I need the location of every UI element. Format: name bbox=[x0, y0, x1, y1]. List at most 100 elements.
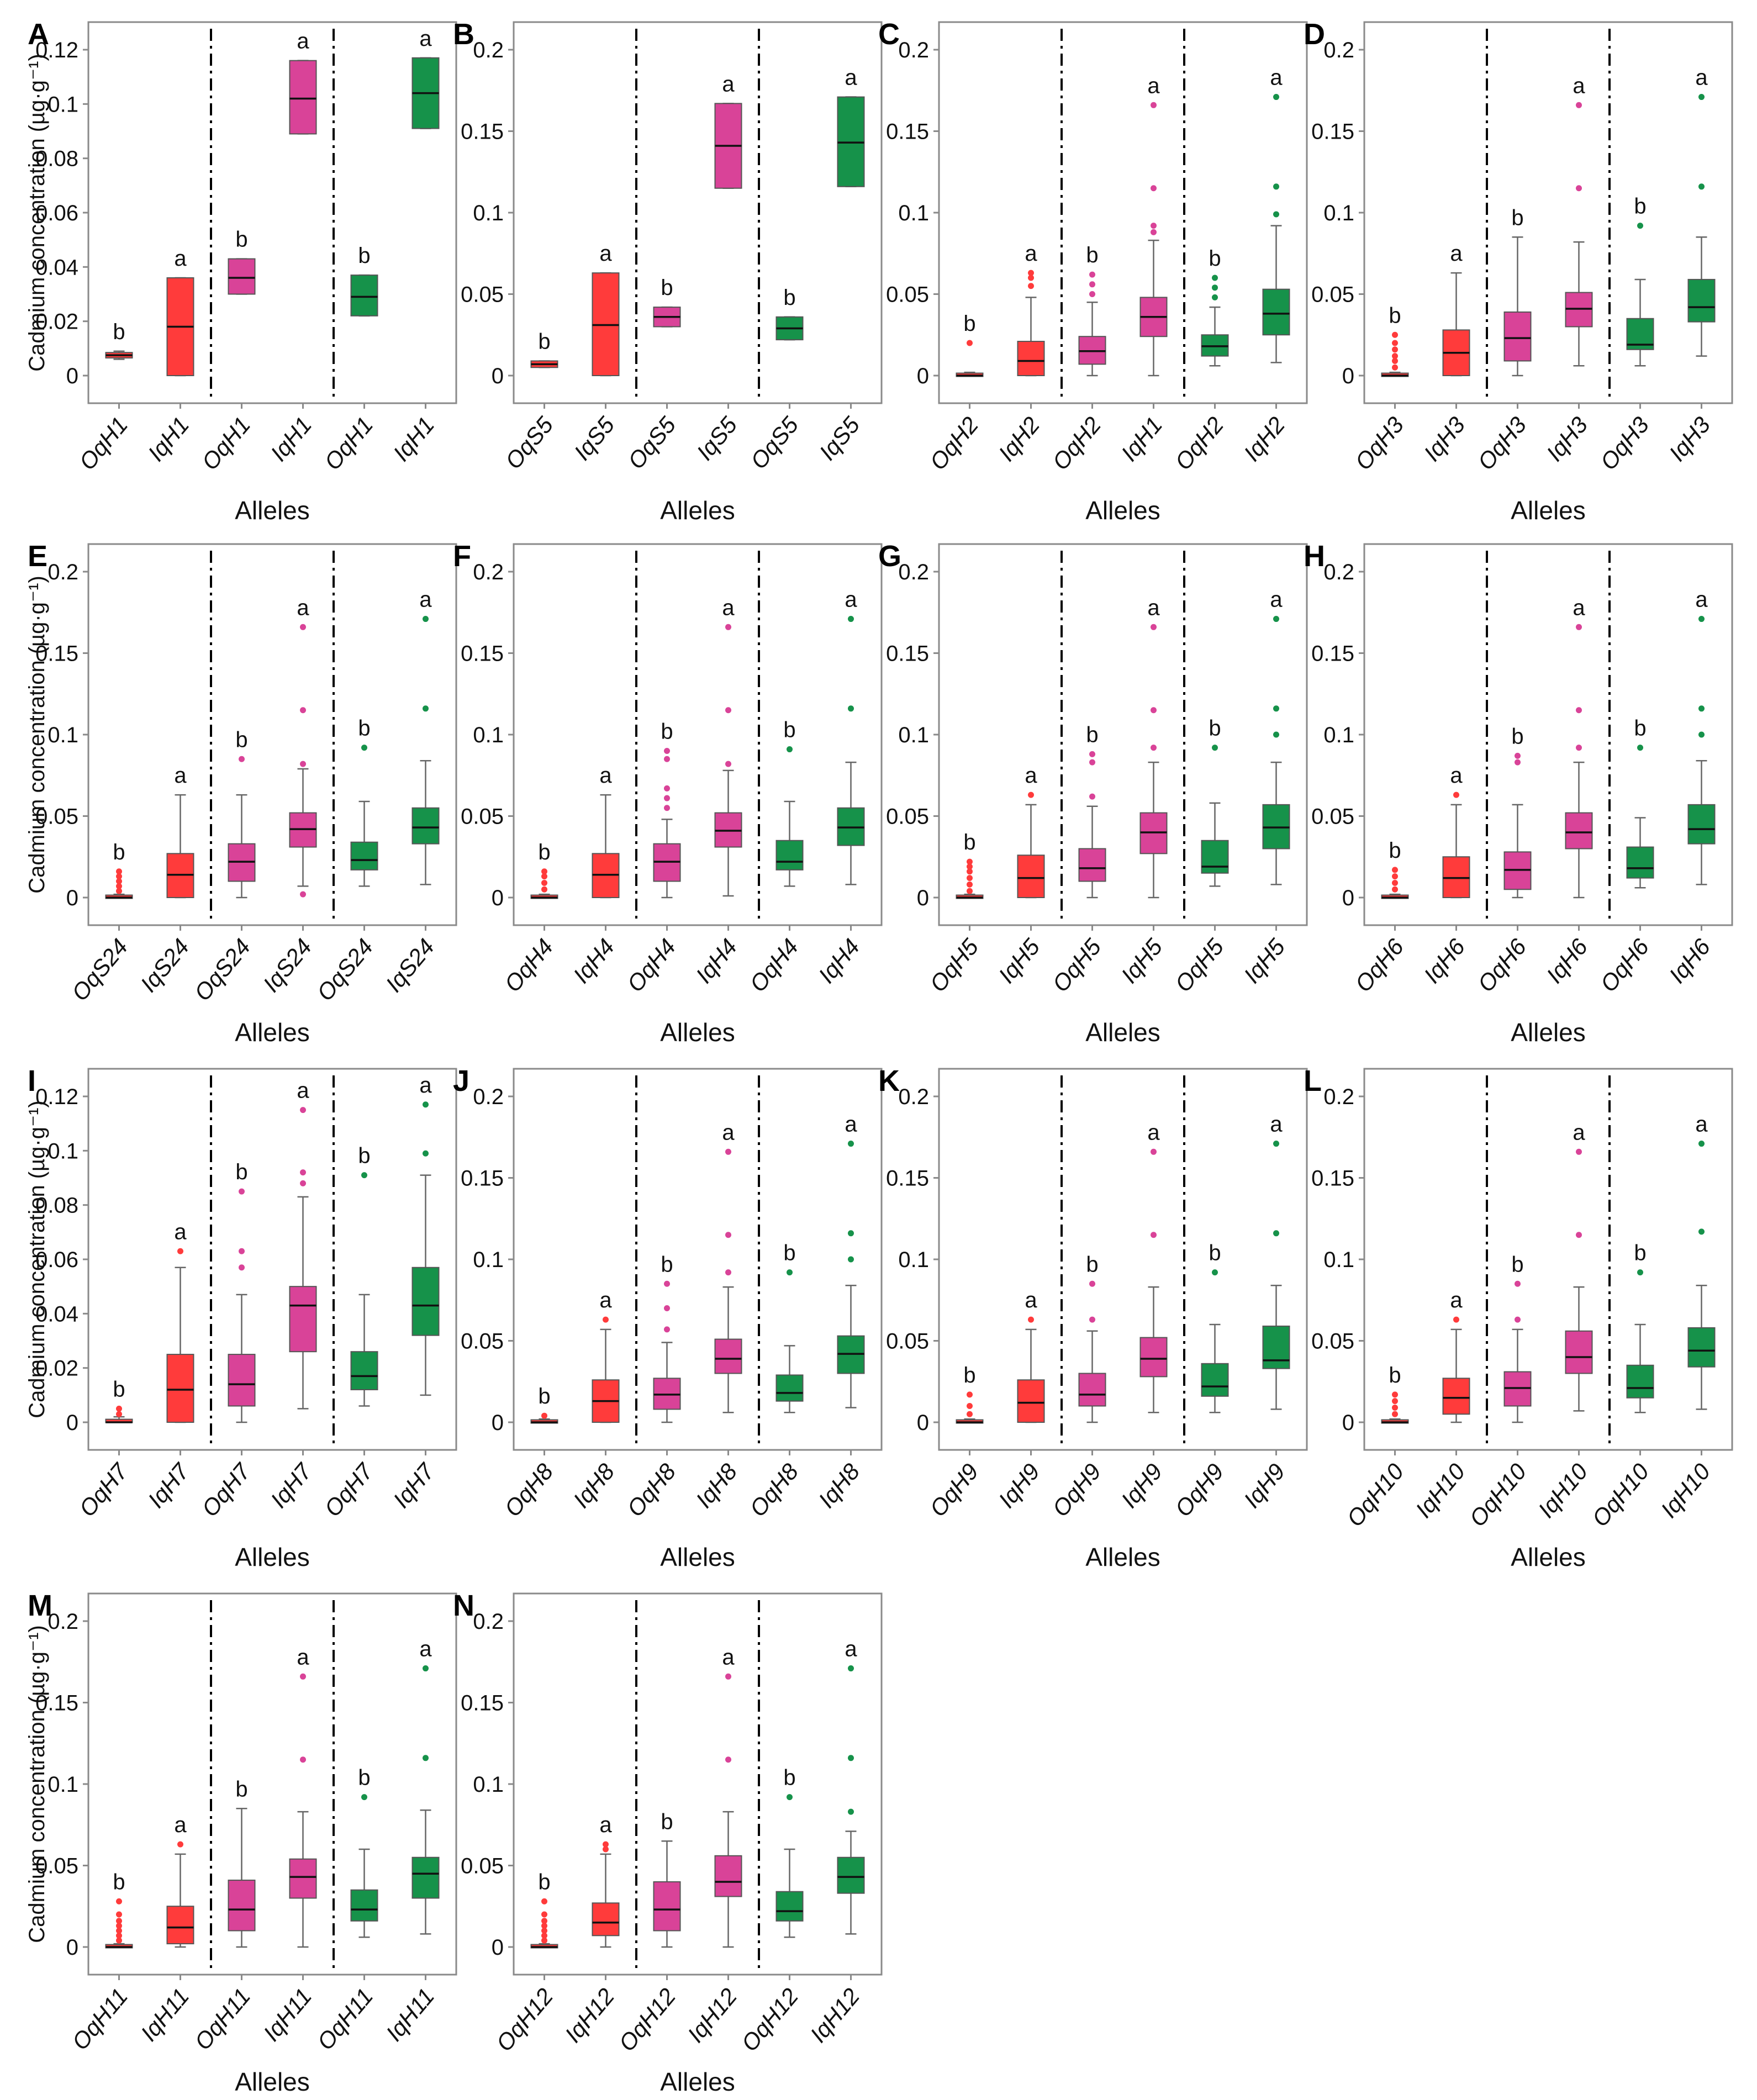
x-tick-label: IqH10 bbox=[1655, 1458, 1715, 1523]
outlier-point bbox=[1698, 1228, 1705, 1235]
outlier-point bbox=[664, 748, 670, 754]
significance-letter: b bbox=[963, 312, 975, 336]
significance-letter: b bbox=[783, 1241, 795, 1265]
x-tick-label: IqH12 bbox=[805, 1983, 864, 2048]
outlier-point bbox=[116, 1923, 122, 1929]
x-tick-label: OqH10 bbox=[1464, 1458, 1532, 1532]
y-tick-label: 0.2 bbox=[48, 1610, 78, 1634]
box bbox=[166, 1354, 194, 1423]
x-tick-label: IqH6 bbox=[1664, 933, 1715, 988]
outlier-point bbox=[423, 1101, 429, 1108]
box bbox=[1201, 840, 1229, 874]
significance-letter: b bbox=[235, 1777, 247, 1801]
y-tick-label: 0.2 bbox=[898, 560, 929, 584]
x-tick-label: OqH5 bbox=[1047, 933, 1106, 997]
outlier-point bbox=[1151, 223, 1157, 229]
y-tick-label: 0.15 bbox=[886, 642, 929, 666]
box bbox=[228, 258, 256, 295]
panel-letter: N bbox=[453, 1589, 474, 1622]
y-tick-label: 0 bbox=[1342, 364, 1354, 388]
significance-letter: a bbox=[1450, 241, 1463, 266]
x-tick-label: OqH7 bbox=[74, 1458, 134, 1522]
panel-m: M 0 0.05 0.1 0.15 0.2 b OqH11 a IqH11 b OqH11 a IqH11… bbox=[25, 1589, 457, 2096]
outlier-point bbox=[1089, 793, 1095, 800]
significance-letter: b bbox=[1511, 1252, 1523, 1276]
y-tick-label: 0.2 bbox=[898, 1085, 929, 1109]
box bbox=[837, 1856, 865, 1894]
x-tick-label: OqH11 bbox=[67, 1983, 133, 2055]
y-tick-label: 0.05 bbox=[461, 1329, 504, 1354]
significance-letter: b bbox=[235, 727, 247, 752]
significance-letter: b bbox=[538, 1384, 550, 1408]
box bbox=[1626, 1364, 1654, 1399]
panel-f: F 0 0.05 0.1 0.15 0.2 b OqH4 a IqH4 b OqH4 a IqH4 b OqH… bbox=[453, 540, 883, 1047]
y-tick-label: 0.02 bbox=[35, 310, 78, 334]
outlier-point bbox=[541, 1932, 547, 1939]
y-tick-label: 0.1 bbox=[48, 723, 78, 747]
significance-letter: a bbox=[174, 1220, 187, 1244]
outlier-point bbox=[603, 1316, 609, 1323]
outlier-point bbox=[423, 1665, 429, 1672]
x-axis-title: Alleles bbox=[660, 2067, 735, 2096]
outlier-point bbox=[116, 1937, 122, 1944]
x-tick-label: OqH1 bbox=[197, 412, 256, 475]
outlier-point bbox=[300, 1756, 306, 1763]
y-tick-label: 0.05 bbox=[886, 805, 929, 829]
x-tick-label: IqH6 bbox=[1418, 933, 1470, 988]
outlier-point bbox=[664, 1326, 670, 1333]
box bbox=[289, 60, 317, 135]
significance-letter: b bbox=[783, 1766, 795, 1790]
outlier-point bbox=[664, 756, 670, 762]
box bbox=[289, 1286, 317, 1353]
x-tick-label: OqH2 bbox=[925, 412, 984, 475]
outlier-point bbox=[1273, 731, 1279, 738]
outlier-point bbox=[1089, 1280, 1095, 1287]
panel-letter: F bbox=[453, 540, 471, 573]
x-tick-label: IqS24 bbox=[381, 934, 440, 997]
outlier-point bbox=[239, 1264, 245, 1271]
plot-frame bbox=[1363, 1068, 1733, 1451]
outlier-point bbox=[787, 1794, 793, 1801]
outlier-point bbox=[1089, 291, 1095, 297]
y-tick-label: 0.04 bbox=[35, 1302, 78, 1326]
outlier-point bbox=[1151, 707, 1157, 714]
y-tick-label: 0.12 bbox=[35, 1085, 78, 1109]
outlier-point bbox=[1089, 271, 1095, 278]
y-tick-label: 0.05 bbox=[1311, 805, 1354, 829]
panel-letter: H bbox=[1304, 540, 1325, 573]
x-axis-title: Alleles bbox=[660, 1018, 735, 1047]
panel-letter: C bbox=[878, 18, 900, 51]
outlier-point bbox=[541, 1412, 547, 1419]
x-tick-label: OqS5 bbox=[500, 411, 558, 474]
outlier-point bbox=[787, 746, 793, 753]
x-tick-label: OqH12 bbox=[736, 1983, 804, 2056]
x-tick-label: IqH12 bbox=[560, 1983, 619, 2048]
y-tick-label: 0 bbox=[66, 1411, 78, 1435]
box bbox=[1626, 846, 1654, 879]
outlier-point bbox=[603, 1841, 609, 1848]
x-axis-title: Alleles bbox=[660, 1543, 735, 1571]
y-tick-label: 0.15 bbox=[461, 120, 504, 144]
significance-letter: b bbox=[661, 1809, 673, 1834]
x-axis-title: Alleles bbox=[235, 1018, 310, 1047]
x-tick-label: IqS5 bbox=[569, 411, 620, 465]
outlier-point bbox=[848, 1755, 854, 1761]
x-tick-label: IqH6 bbox=[1541, 933, 1592, 988]
x-tick-label: OqH11 bbox=[189, 1983, 256, 2055]
significance-letter: b bbox=[1389, 1363, 1401, 1387]
y-tick-label: 0.05 bbox=[461, 283, 504, 307]
outlier-point bbox=[116, 1911, 122, 1918]
box bbox=[1687, 804, 1716, 845]
significance-letter: a bbox=[845, 1112, 857, 1137]
y-tick-label: 0.15 bbox=[1311, 642, 1354, 666]
x-tick-label: OqS5 bbox=[745, 411, 803, 474]
significance-letter: a bbox=[599, 1288, 612, 1312]
plot-frame bbox=[1363, 21, 1733, 404]
outlier-point bbox=[1392, 1404, 1398, 1411]
outlier-point bbox=[1515, 1280, 1521, 1287]
outlier-point bbox=[787, 1269, 793, 1276]
outlier-point bbox=[1212, 284, 1218, 291]
box bbox=[714, 1855, 742, 1897]
x-tick-label: IqH8 bbox=[813, 1458, 864, 1513]
panel-j: J 0 0.05 0.1 0.15 0.2 b OqH8 a IqH8 b OqH8 a IqH8 b OqH… bbox=[453, 1064, 883, 1571]
